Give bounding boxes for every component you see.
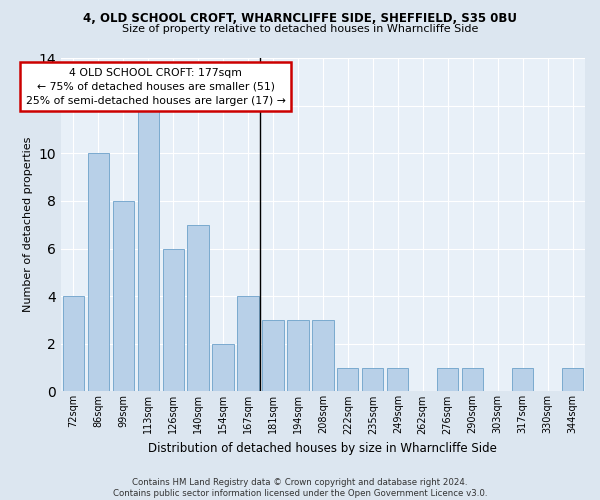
Text: 4, OLD SCHOOL CROFT, WHARNCLIFFE SIDE, SHEFFIELD, S35 0BU: 4, OLD SCHOOL CROFT, WHARNCLIFFE SIDE, S… xyxy=(83,12,517,26)
Bar xyxy=(113,201,134,392)
Text: Size of property relative to detached houses in Wharncliffe Side: Size of property relative to detached ho… xyxy=(122,24,478,34)
Bar xyxy=(437,368,458,392)
Bar xyxy=(137,106,159,392)
Text: 4 OLD SCHOOL CROFT: 177sqm
← 75% of detached houses are smaller (51)
25% of semi: 4 OLD SCHOOL CROFT: 177sqm ← 75% of deta… xyxy=(26,68,286,106)
Text: Contains HM Land Registry data © Crown copyright and database right 2024.
Contai: Contains HM Land Registry data © Crown c… xyxy=(113,478,487,498)
Bar xyxy=(262,320,284,392)
Bar xyxy=(212,344,233,392)
Y-axis label: Number of detached properties: Number of detached properties xyxy=(23,137,33,312)
Bar xyxy=(163,248,184,392)
Bar xyxy=(88,154,109,392)
Bar xyxy=(238,296,259,392)
Bar xyxy=(337,368,358,392)
Bar xyxy=(512,368,533,392)
Bar xyxy=(287,320,308,392)
Bar xyxy=(62,296,84,392)
Bar xyxy=(462,368,483,392)
Bar xyxy=(312,320,334,392)
Bar xyxy=(187,224,209,392)
Bar xyxy=(362,368,383,392)
Bar xyxy=(562,368,583,392)
Bar xyxy=(387,368,409,392)
X-axis label: Distribution of detached houses by size in Wharncliffe Side: Distribution of detached houses by size … xyxy=(148,442,497,455)
